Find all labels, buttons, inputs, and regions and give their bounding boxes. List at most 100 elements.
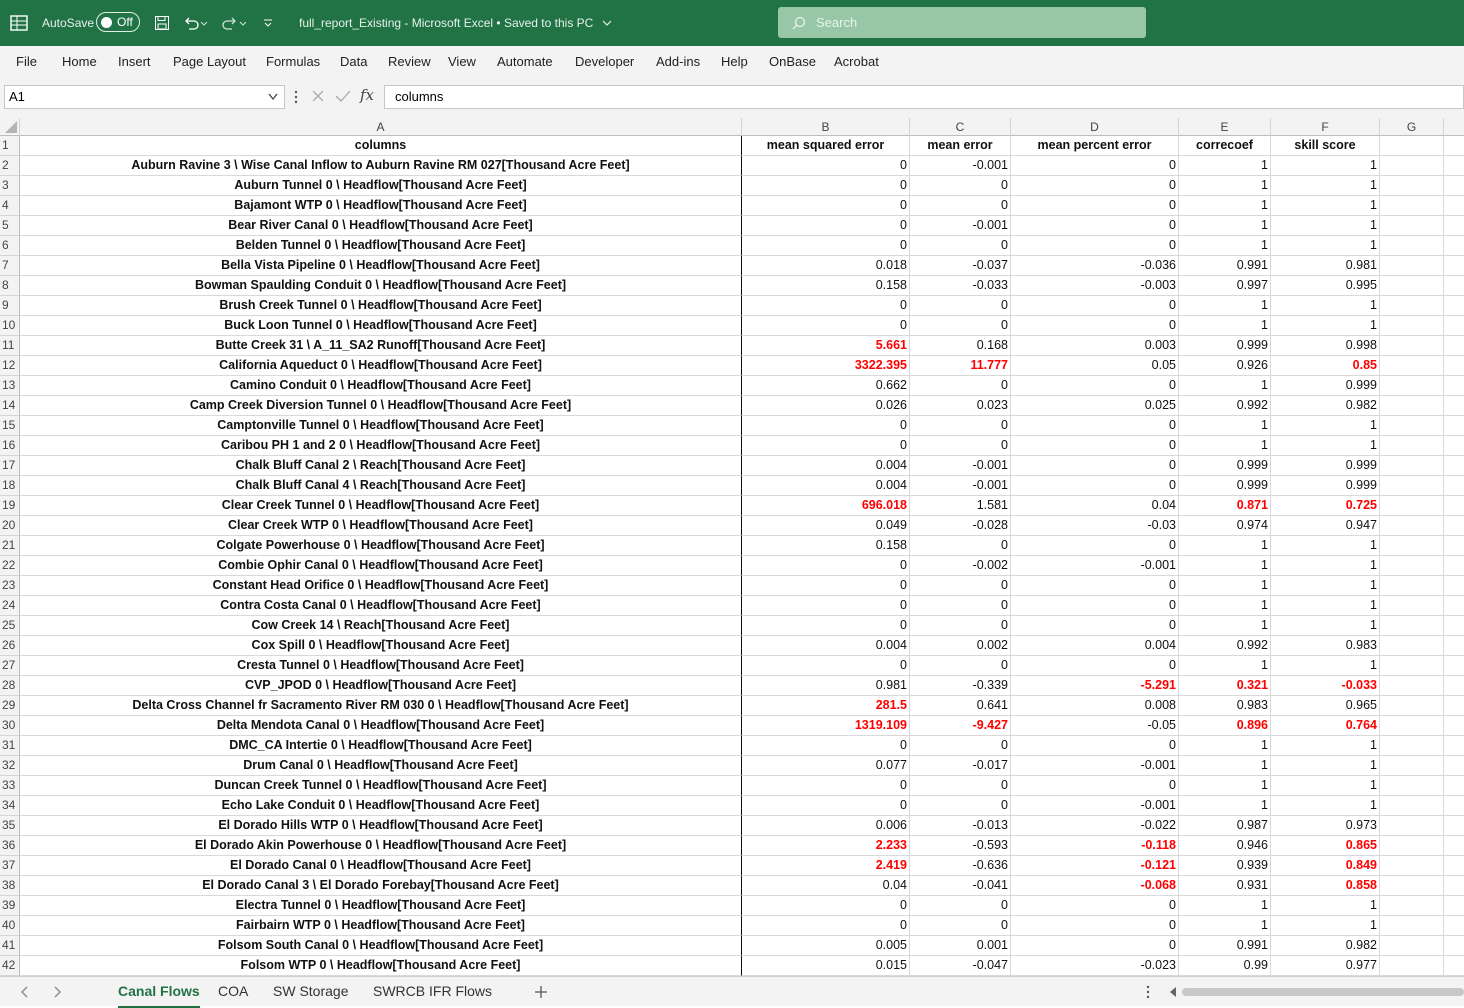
cell-correcoef[interactable]: 1	[1179, 176, 1271, 196]
row-header[interactable]: 35	[0, 816, 20, 836]
cell-correcoef[interactable]: 1	[1179, 156, 1271, 176]
cell-column-name[interactable]: Brush Creek Tunnel 0 \ Headflow[Thousand…	[20, 296, 742, 316]
cell-mean-squared-error[interactable]: 696.018	[742, 496, 910, 516]
cell-correcoef[interactable]: 0.999	[1179, 456, 1271, 476]
cell-mean-squared-error[interactable]: 0.158	[742, 536, 910, 556]
cell-correcoef[interactable]: 1	[1179, 656, 1271, 676]
cell-mean-squared-error[interactable]: 0.981	[742, 676, 910, 696]
cell-column-name[interactable]: Duncan Creek Tunnel 0 \ Headflow[Thousan…	[20, 776, 742, 796]
cell-correcoef[interactable]: 0.946	[1179, 836, 1271, 856]
menu-home[interactable]: Home	[62, 54, 97, 69]
cell-mean-percent-error[interactable]: -0.001	[1011, 756, 1179, 776]
header-cell-correcoef[interactable]: correcoef	[1179, 136, 1271, 156]
cell-mean-error[interactable]: -0.339	[910, 676, 1011, 696]
name-box[interactable]: A1	[4, 85, 285, 109]
cell-correcoef[interactable]: 0.939	[1179, 856, 1271, 876]
row-header[interactable]: 17	[0, 456, 20, 476]
empty-cell[interactable]	[1444, 396, 1464, 416]
cell-column-name[interactable]: Clear Creek WTP 0 \ Headflow[Thousand Ac…	[20, 516, 742, 536]
cell-mean-squared-error[interactable]: 0	[742, 616, 910, 636]
cell-mean-error[interactable]: 0	[910, 436, 1011, 456]
empty-cell[interactable]	[1444, 236, 1464, 256]
cell-mean-error[interactable]: 0.002	[910, 636, 1011, 656]
add-sheet-icon[interactable]	[534, 985, 548, 999]
cell-mean-squared-error[interactable]: 0	[742, 156, 910, 176]
cell-column-name[interactable]: Delta Mendota Canal 0 \ Headflow[Thousan…	[20, 716, 742, 736]
cell-mean-squared-error[interactable]: 281.5	[742, 696, 910, 716]
cell-correcoef[interactable]: 1	[1179, 376, 1271, 396]
cell-mean-percent-error[interactable]: -0.001	[1011, 796, 1179, 816]
empty-cell[interactable]	[1444, 596, 1464, 616]
cell-mean-percent-error[interactable]: 0.008	[1011, 696, 1179, 716]
cell-mean-error[interactable]: -0.001	[910, 156, 1011, 176]
column-header-f[interactable]: F	[1271, 118, 1380, 136]
empty-cell[interactable]	[1444, 896, 1464, 916]
cell-correcoef[interactable]: 1	[1179, 536, 1271, 556]
cell-column-name[interactable]: Buck Loon Tunnel 0 \ Headflow[Thousand A…	[20, 316, 742, 336]
empty-cell[interactable]	[1444, 616, 1464, 636]
empty-cell[interactable]	[1444, 916, 1464, 936]
cell-mean-error[interactable]: 0	[910, 656, 1011, 676]
cell-skill-score[interactable]: 0.981	[1271, 256, 1380, 276]
row-header[interactable]: 32	[0, 756, 20, 776]
cell-skill-score[interactable]: 1	[1271, 176, 1380, 196]
menu-acrobat[interactable]: Acrobat	[834, 54, 879, 69]
cell-skill-score[interactable]: 0.973	[1271, 816, 1380, 836]
cell-mean-squared-error[interactable]: 0.04	[742, 876, 910, 896]
cell-mean-squared-error[interactable]: 2.419	[742, 856, 910, 876]
cell-mean-error[interactable]: -0.001	[910, 216, 1011, 236]
empty-cell[interactable]	[1444, 816, 1464, 836]
empty-cell[interactable]	[1444, 836, 1464, 856]
row-header[interactable]: 34	[0, 796, 20, 816]
empty-cell[interactable]	[1444, 256, 1464, 276]
cell-column-name[interactable]: Camino Conduit 0 \ Headflow[Thousand Acr…	[20, 376, 742, 396]
cell-skill-score[interactable]: 0.725	[1271, 496, 1380, 516]
empty-cell[interactable]	[1444, 856, 1464, 876]
row-header[interactable]: 1	[0, 136, 20, 156]
empty-cell[interactable]	[1444, 176, 1464, 196]
cell-mean-squared-error[interactable]: 0	[742, 656, 910, 676]
cell-mean-squared-error[interactable]: 0	[742, 736, 910, 756]
cell-mean-squared-error[interactable]: 0	[742, 216, 910, 236]
cell-mean-squared-error[interactable]: 2.233	[742, 836, 910, 856]
cell-mean-squared-error[interactable]: 0	[742, 916, 910, 936]
cell-mean-error[interactable]: 0	[910, 416, 1011, 436]
cell-mean-percent-error[interactable]: 0.025	[1011, 396, 1179, 416]
cell-mean-percent-error[interactable]: 0.004	[1011, 636, 1179, 656]
cell-skill-score[interactable]: 1	[1271, 776, 1380, 796]
cell-mean-squared-error[interactable]: 0	[742, 576, 910, 596]
row-header[interactable]: 16	[0, 436, 20, 456]
cell-mean-squared-error[interactable]: 0	[742, 316, 910, 336]
sheet-tab-sw-storage[interactable]: SW Storage	[273, 983, 349, 999]
empty-cell[interactable]	[1380, 256, 1444, 276]
cell-mean-error[interactable]: -0.002	[910, 556, 1011, 576]
cell-skill-score[interactable]: 1	[1271, 916, 1380, 936]
empty-cell[interactable]	[1444, 676, 1464, 696]
empty-cell[interactable]	[1380, 616, 1444, 636]
row-header[interactable]: 19	[0, 496, 20, 516]
empty-cell[interactable]	[1444, 956, 1464, 976]
empty-cell[interactable]	[1380, 656, 1444, 676]
cell-mean-squared-error[interactable]: 0.018	[742, 256, 910, 276]
cell-mean-squared-error[interactable]: 0	[742, 176, 910, 196]
row-header[interactable]: 9	[0, 296, 20, 316]
row-header[interactable]: 40	[0, 916, 20, 936]
row-header[interactable]: 30	[0, 716, 20, 736]
cell-mean-percent-error[interactable]: 0	[1011, 436, 1179, 456]
cell-mean-percent-error[interactable]: -0.05	[1011, 716, 1179, 736]
cell-column-name[interactable]: Auburn Ravine 3 \ Wise Canal Inflow to A…	[20, 156, 742, 176]
cell-mean-percent-error[interactable]: -0.023	[1011, 956, 1179, 976]
empty-cell[interactable]	[1380, 396, 1444, 416]
empty-cell[interactable]	[1444, 696, 1464, 716]
cell-mean-error[interactable]: -0.001	[910, 456, 1011, 476]
cell-mean-percent-error[interactable]: -5.291	[1011, 676, 1179, 696]
cell-correcoef[interactable]: 0.991	[1179, 256, 1271, 276]
menu-insert[interactable]: Insert	[118, 54, 151, 69]
cell-correcoef[interactable]: 0.974	[1179, 516, 1271, 536]
cell-skill-score[interactable]: 1	[1271, 436, 1380, 456]
cell-column-name[interactable]: Cox Spill 0 \ Headflow[Thousand Acre Fee…	[20, 636, 742, 656]
cell-skill-score[interactable]: 0.764	[1271, 716, 1380, 736]
cell-mean-squared-error[interactable]: 0.015	[742, 956, 910, 976]
empty-cell[interactable]	[1380, 696, 1444, 716]
cell-skill-score[interactable]: 1	[1271, 556, 1380, 576]
